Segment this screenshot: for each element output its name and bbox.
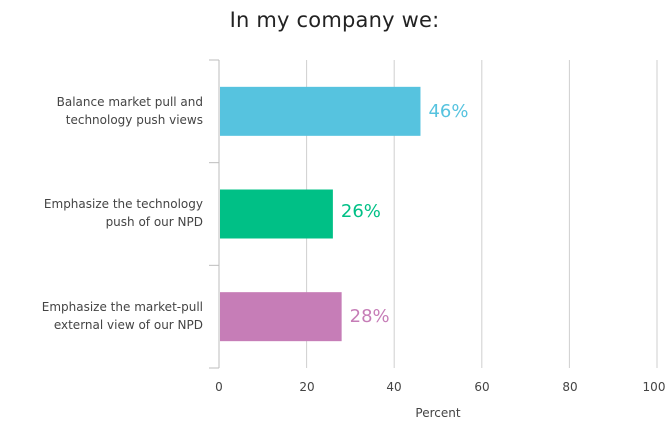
data-label: 46% [428, 101, 469, 122]
x-tick-label: 0 [215, 380, 223, 394]
x-tick-label: 100 [642, 380, 666, 394]
category-label: Balance market pull and technology push … [56, 95, 203, 127]
data-label: 28% [349, 306, 390, 327]
chart-title: In my company we: [229, 8, 440, 32]
category-label: Emphasize the market-pull external view … [41, 300, 203, 332]
x-axis-title: Percent [415, 406, 461, 420]
x-tick-label: 20 [299, 380, 315, 394]
x-tick-label: 80 [562, 380, 578, 394]
bar [220, 189, 333, 239]
x-tick-label: 60 [474, 380, 490, 394]
category-label: Emphasize the technology push of our NPD [43, 197, 203, 229]
x-tick-label: 40 [386, 380, 402, 394]
bar [220, 86, 421, 136]
bar [220, 292, 342, 342]
data-label: 26% [340, 201, 381, 222]
